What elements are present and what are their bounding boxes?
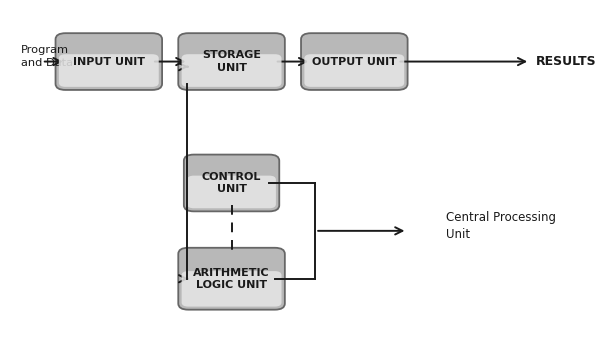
FancyBboxPatch shape: [56, 33, 162, 90]
FancyBboxPatch shape: [59, 54, 159, 87]
FancyBboxPatch shape: [184, 155, 279, 211]
Text: ARITHMETIC
LOGIC UNIT: ARITHMETIC LOGIC UNIT: [193, 267, 270, 290]
Text: OUTPUT UNIT: OUTPUT UNIT: [312, 56, 397, 67]
FancyBboxPatch shape: [187, 176, 276, 208]
FancyBboxPatch shape: [301, 33, 407, 90]
FancyBboxPatch shape: [182, 54, 281, 87]
FancyBboxPatch shape: [178, 33, 285, 90]
FancyBboxPatch shape: [182, 271, 281, 306]
Text: Central Processing
Unit: Central Processing Unit: [446, 211, 556, 241]
Text: CONTROL
UNIT: CONTROL UNIT: [202, 172, 261, 194]
FancyBboxPatch shape: [178, 248, 285, 310]
Text: RESULTS: RESULTS: [536, 55, 596, 68]
Text: INPUT UNIT: INPUT UNIT: [73, 56, 145, 67]
Text: STORAGE
UNIT: STORAGE UNIT: [202, 50, 261, 73]
FancyBboxPatch shape: [304, 54, 404, 87]
Text: Program
and Data: Program and Data: [21, 45, 73, 68]
